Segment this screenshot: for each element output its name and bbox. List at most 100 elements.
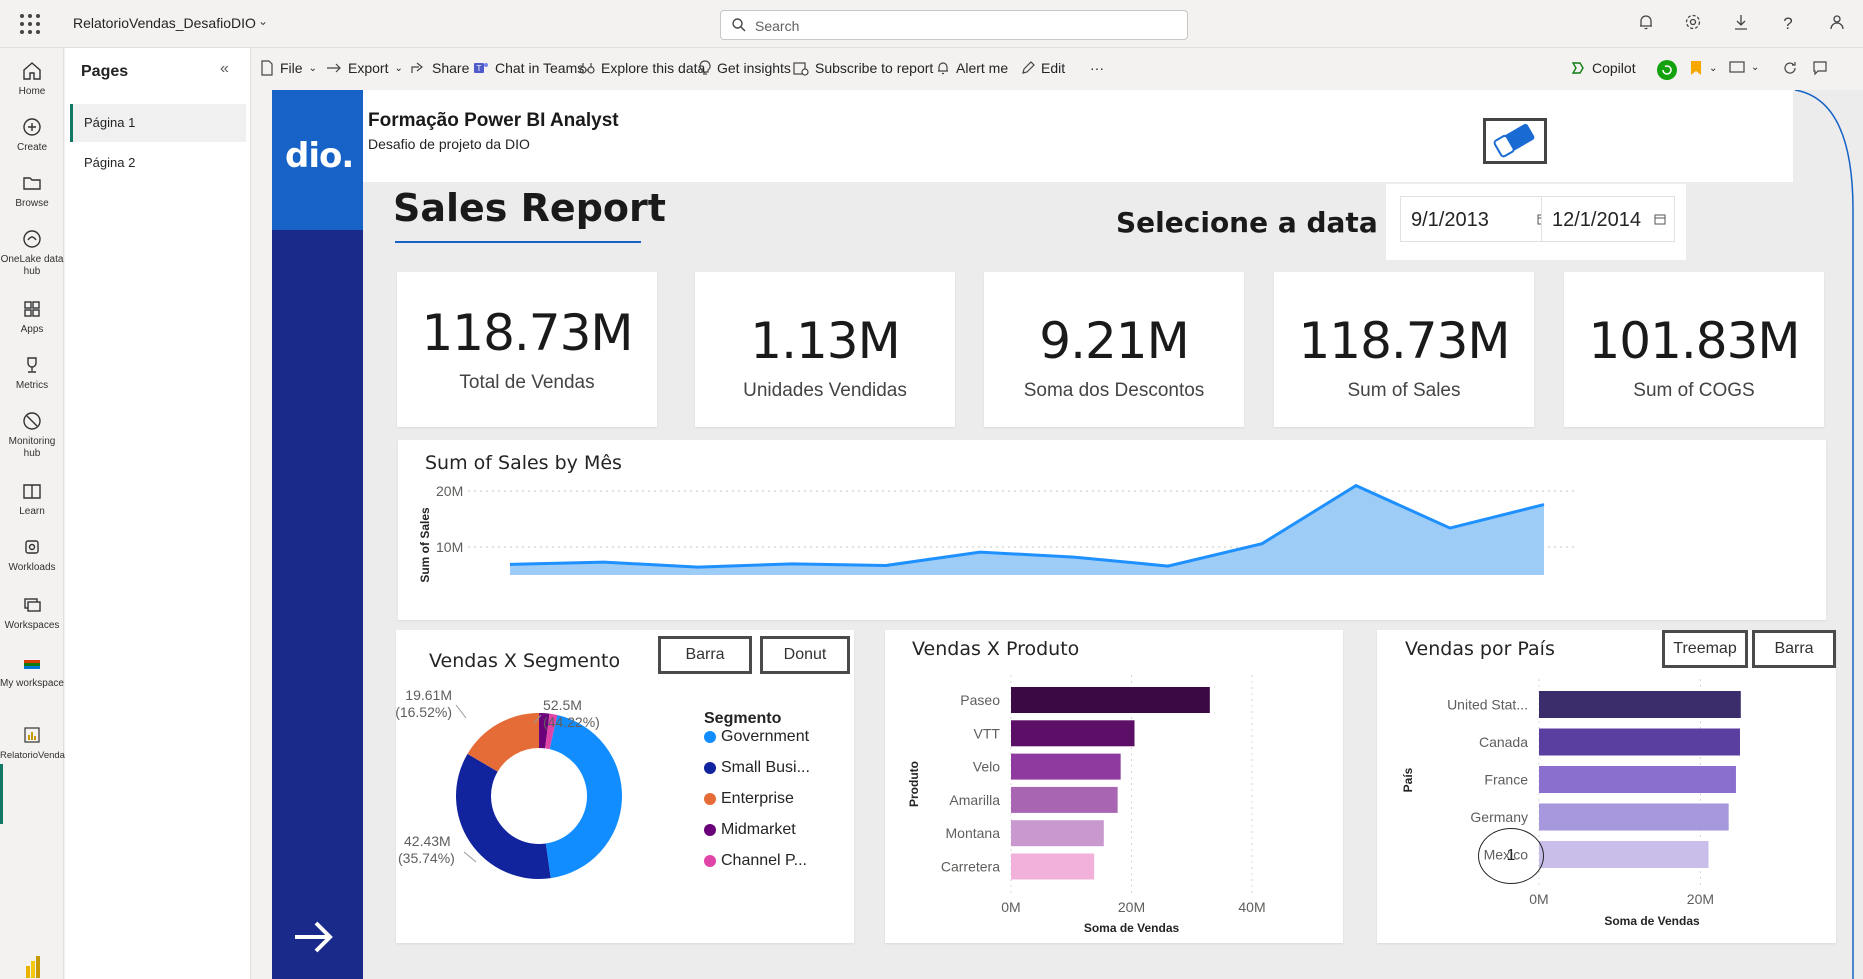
help-icon[interactable]: ? <box>1783 14 1793 33</box>
search-input[interactable]: Search <box>720 10 1188 40</box>
bar[interactable] <box>1011 853 1095 880</box>
nav-onelake[interactable]: OneLake data hub <box>0 228 64 278</box>
page-number-indicator[interactable]: 1 <box>1478 828 1544 884</box>
donut-slice[interactable] <box>456 753 551 879</box>
edit-button[interactable]: Edit <box>1021 60 1065 76</box>
comment-button[interactable] <box>1812 60 1828 76</box>
binoculars-icon <box>579 63 595 74</box>
calendar-icon[interactable] <box>1654 213 1666 225</box>
kpi-card-sum-cogs: 101.83M Sum of COGS <box>1564 272 1824 427</box>
subscribe-icon <box>793 62 809 76</box>
bar[interactable] <box>1539 841 1709 868</box>
bell-icon[interactable] <box>1635 13 1657 35</box>
category-label: Carretera <box>941 859 1000 875</box>
country-bar-toggle[interactable]: Barra <box>1752 630 1836 668</box>
donut-label-value: 52.5M <box>543 697 582 713</box>
legend-item[interactable]: Channel P... <box>704 852 807 870</box>
kpi-value: 101.83M <box>1588 312 1800 370</box>
leader-line <box>455 704 467 719</box>
nav-workspaces[interactable]: Workspaces <box>0 594 64 632</box>
explore-data-button[interactable]: Explore this data <box>579 60 705 76</box>
teams-icon: T <box>474 63 488 73</box>
nav-browse[interactable]: Browse <box>0 172 64 210</box>
product-bar-chart[interactable]: 0M 20M 40M Paseo VTT Velo Amarilla Montana Carre… <box>885 630 1343 943</box>
report-name[interactable]: RelatorioVendas_DesafioDIO <box>73 15 256 31</box>
chat-in-teams-button[interactable]: T Chat in Teams <box>473 60 584 76</box>
edit-label: Edit <box>1041 60 1066 76</box>
monitor-icon <box>23 412 41 430</box>
legend-swatch <box>704 793 716 805</box>
more-options-button[interactable]: ··· <box>1090 60 1104 76</box>
area-chart[interactable]: 10M 20M Sum of Sales <box>398 440 1826 620</box>
leader-line <box>463 851 477 863</box>
trophy-icon <box>27 357 37 373</box>
legend-item[interactable]: Midmarket <box>704 821 796 839</box>
legend-item[interactable]: Government <box>704 728 809 746</box>
app-launcher-icon[interactable] <box>20 14 40 34</box>
nav-home[interactable]: Home <box>0 60 64 98</box>
segment-bar-toggle[interactable]: Barra <box>658 636 752 674</box>
legend-item[interactable]: Enterprise <box>704 790 794 808</box>
bar[interactable] <box>1011 753 1121 780</box>
country-treemap-toggle[interactable]: Treemap <box>1662 630 1748 668</box>
kpi-label: Sum of COGS <box>1633 380 1755 401</box>
end-date-input[interactable]: 12/1/2014 <box>1541 196 1675 242</box>
x-tick-label: 0M <box>1529 891 1548 907</box>
bookmark-button[interactable]: ⌄ <box>1689 60 1717 76</box>
nav-apps[interactable]: Apps <box>0 298 64 336</box>
chevron-down-icon[interactable]: ⌄ <box>258 14 269 28</box>
page-item-1[interactable]: Página 1 <box>70 104 246 142</box>
top-bar: RelatorioVendas_DesafioDIO ⌄ Search ? <box>0 0 1863 48</box>
page-item-2[interactable]: Página 2 <box>84 155 136 170</box>
donut-chart[interactable]: 52.5M(44.22%) 42.43M(35.74%) 19.61M(16.52%… <box>396 630 854 943</box>
copilot-button[interactable]: Copilot <box>1570 60 1636 76</box>
bar[interactable] <box>1539 728 1740 756</box>
nav-workloads[interactable]: Workloads <box>0 536 64 574</box>
nav-metrics[interactable]: Metrics <box>0 354 64 392</box>
next-page-arrow-icon[interactable] <box>292 920 336 954</box>
left-navigation: Home Create Browse OneLake data hub Apps… <box>0 48 105 979</box>
nav-create[interactable]: Create <box>0 116 64 154</box>
bar[interactable] <box>1539 766 1736 793</box>
legend-item[interactable]: Small Busi... <box>704 759 810 777</box>
bar[interactable] <box>1539 803 1729 831</box>
share-people-icon[interactable] <box>1825 13 1847 35</box>
gear-icon[interactable] <box>1682 13 1704 35</box>
reset-button[interactable] <box>1657 60 1677 80</box>
collapse-pane-icon[interactable]: « <box>220 60 229 77</box>
share-button[interactable]: Share <box>410 60 469 76</box>
search-icon <box>732 18 746 32</box>
bar[interactable] <box>1011 720 1135 747</box>
bar[interactable] <box>1011 820 1104 847</box>
donut-slice[interactable] <box>467 713 539 772</box>
download-icon[interactable] <box>1730 13 1752 35</box>
bar[interactable] <box>1011 687 1210 713</box>
bar[interactable] <box>1011 786 1118 813</box>
start-date-input[interactable]: 9/1/2013 <box>1400 196 1558 242</box>
powerbi-logo-icon <box>26 956 40 978</box>
view-button[interactable]: ⌄ <box>1729 60 1759 74</box>
nav-learn[interactable]: Learn <box>0 480 64 518</box>
sales-by-month-visual: Sum of Sales by Mês 10M 20M Sum of Sales <box>398 440 1826 620</box>
donut-slice[interactable] <box>545 715 622 879</box>
clear-filters-button[interactable] <box>1483 118 1547 164</box>
file-menu[interactable]: File ⌄ <box>260 60 317 76</box>
donut-slice[interactable] <box>539 713 550 749</box>
nav-my-workspace[interactable]: My workspace <box>0 652 64 690</box>
get-insights-button[interactable]: Get insights <box>699 60 791 76</box>
export-menu[interactable]: Export ⌄ <box>326 60 403 76</box>
nav-monitoring[interactable]: Monitoring hub <box>0 410 64 460</box>
nav-label: Workloads <box>8 562 56 573</box>
pencil-icon <box>1022 61 1035 74</box>
refresh-button[interactable] <box>1782 60 1798 76</box>
copilot-icon <box>1571 62 1584 74</box>
nav-current-report[interactable]: RelatorioVendas_Desa... <box>0 724 105 762</box>
segment-donut-toggle[interactable]: Donut <box>760 636 850 674</box>
alert-me-button[interactable]: Alert me <box>936 60 1008 76</box>
donut-slice[interactable] <box>545 713 558 750</box>
bar[interactable] <box>1539 691 1741 718</box>
subscribe-button[interactable]: Subscribe to report <box>793 60 933 76</box>
kpi-label: Total de Vendas <box>459 372 595 393</box>
plus-circle-icon <box>23 118 41 136</box>
